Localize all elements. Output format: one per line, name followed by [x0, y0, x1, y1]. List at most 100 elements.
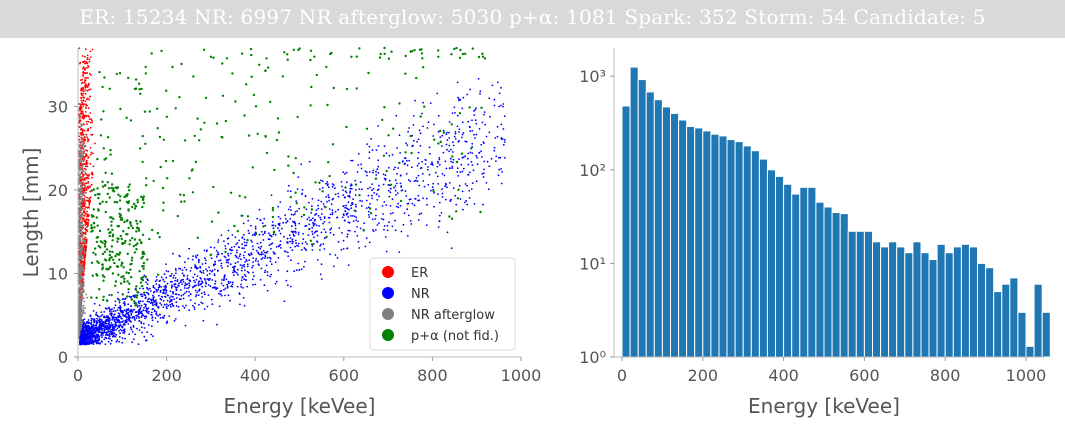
nr-point	[258, 233, 261, 236]
nr-point	[358, 247, 361, 249]
nr-point	[311, 230, 314, 233]
nr-point	[320, 243, 322, 246]
nr-point	[157, 306, 160, 309]
nr-point	[366, 171, 368, 174]
nr-point	[270, 235, 273, 238]
nr-point	[446, 231, 449, 234]
nr-point	[308, 223, 311, 226]
nr-point	[138, 300, 140, 303]
nr-point	[358, 188, 361, 191]
nr-point	[345, 207, 348, 210]
nr-point	[382, 213, 384, 215]
nr-point	[179, 281, 182, 284]
histogram-bar	[750, 150, 760, 358]
nr-point	[438, 220, 441, 223]
nr-point	[259, 219, 262, 222]
nr-point	[425, 224, 428, 227]
nr-point	[452, 144, 455, 147]
nr-point	[260, 245, 263, 248]
nr-point	[189, 293, 192, 296]
nr-point	[97, 319, 99, 322]
nr-point	[104, 307, 107, 310]
nr-point	[300, 249, 303, 251]
nr-point	[266, 274, 269, 277]
nr-point	[347, 208, 349, 210]
nr-point	[344, 196, 346, 199]
nr-point	[277, 256, 280, 259]
nr-point	[311, 197, 314, 200]
nr-point	[328, 221, 331, 224]
nr-point	[252, 283, 254, 286]
nr-point	[152, 298, 155, 300]
nr-point	[144, 317, 147, 320]
nr-point	[260, 251, 263, 254]
nr-point	[201, 285, 204, 288]
nr-point	[479, 92, 481, 95]
nr-point	[464, 183, 467, 185]
nr-point	[183, 266, 186, 269]
nr-point	[182, 280, 185, 283]
nr-point	[255, 249, 258, 252]
nr-point	[469, 171, 471, 174]
nr-point	[471, 152, 474, 155]
nr-point	[225, 278, 228, 281]
histogram-bar	[670, 112, 680, 358]
nr-point	[294, 213, 296, 216]
nr-point	[246, 270, 249, 273]
nr-point	[147, 324, 150, 326]
nr-point	[466, 93, 468, 96]
nr-point	[394, 219, 396, 222]
nr-point	[210, 257, 213, 260]
nr-point	[125, 318, 128, 321]
nr-point	[327, 194, 330, 196]
nr-point	[252, 271, 255, 274]
nr-point	[123, 304, 126, 307]
nr-point	[147, 279, 149, 282]
nr-point	[467, 157, 469, 160]
nr-point	[320, 218, 322, 221]
nr-point	[267, 238, 270, 241]
nr-point	[163, 280, 166, 283]
nr-point	[95, 311, 98, 314]
nr-point	[349, 229, 351, 232]
histogram-bar	[686, 126, 696, 358]
nr-point	[296, 244, 298, 247]
nr-point	[84, 328, 87, 331]
nr-point	[270, 273, 273, 276]
nr-point	[118, 301, 121, 304]
nr-point	[315, 209, 318, 212]
nr-point	[207, 294, 210, 296]
nr-point	[232, 269, 235, 272]
nr-point	[355, 219, 358, 222]
nr-point	[164, 292, 167, 295]
nr-point	[143, 293, 146, 296]
nr-point	[465, 140, 468, 143]
nr-point	[178, 298, 181, 300]
nr-point	[342, 171, 345, 174]
nr-point	[193, 273, 196, 276]
histogram-x-tick-label: 600	[849, 366, 880, 385]
histogram-bar	[952, 246, 962, 358]
nr-point	[474, 119, 477, 122]
nr-point	[151, 301, 153, 304]
nr-point	[468, 197, 471, 199]
nr-point	[476, 163, 479, 166]
histogram-bar	[629, 66, 639, 358]
nr-point	[102, 334, 104, 336]
nr-point	[100, 324, 103, 326]
nr-point	[441, 192, 444, 195]
nr-point	[293, 270, 296, 273]
nr-point	[211, 303, 214, 306]
nr-point	[311, 249, 314, 251]
nr-point	[274, 282, 277, 285]
nr-point	[174, 277, 177, 279]
nr-point	[170, 295, 173, 298]
nr-point	[377, 165, 380, 168]
nr-point	[92, 343, 95, 345]
nr-point	[95, 320, 98, 322]
nr-point	[127, 311, 130, 314]
nr-point	[239, 258, 242, 261]
nr-point	[251, 234, 254, 237]
nr-point	[326, 201, 328, 203]
nr-point	[220, 294, 223, 297]
